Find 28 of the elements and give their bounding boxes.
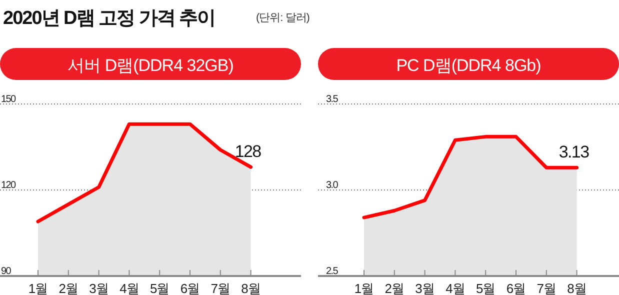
y-tick-label: 90 xyxy=(1,266,12,277)
x-tick-label: 6월 xyxy=(506,281,526,295)
x-tick-label: 7월 xyxy=(536,281,556,295)
text: (단위: 달러) xyxy=(256,12,310,24)
x-tick-label: 8월 xyxy=(567,281,586,295)
x-tick-label: 1월 xyxy=(354,281,374,295)
y-tick-label: 3.5 xyxy=(326,94,339,105)
x-tick-label: 6월 xyxy=(180,281,200,295)
x-tick-label: 8월 xyxy=(241,281,260,295)
x-tick-label: 2월 xyxy=(384,281,404,295)
x-tick-label: 5월 xyxy=(150,281,170,295)
chart-title: PC D램(DDR4 8Gb) xyxy=(396,56,541,75)
chart-title: 서버 D램(DDR4 32GB) xyxy=(68,56,234,75)
x-tick-label: 4월 xyxy=(120,281,139,295)
x-tick-label: 3월 xyxy=(415,281,434,295)
data-label: 3.13 xyxy=(558,142,590,162)
y-tick-label: 150 xyxy=(1,94,17,105)
x-tick-label: 5월 xyxy=(476,281,496,295)
x-tick-label: 3월 xyxy=(89,281,108,295)
x-tick-label: 4월 xyxy=(446,281,465,295)
text: 2020년 D램 고정 가격 추이 xyxy=(3,8,216,29)
y-tick-label: 2.5 xyxy=(326,266,339,277)
x-tick-label: 1월 xyxy=(28,281,48,295)
data-label: 128 xyxy=(234,142,262,162)
y-tick-label: 120 xyxy=(1,180,17,191)
x-tick-label: 7월 xyxy=(210,281,230,295)
y-tick-label: 3.0 xyxy=(326,180,339,191)
x-tick-label: 2월 xyxy=(58,281,78,295)
